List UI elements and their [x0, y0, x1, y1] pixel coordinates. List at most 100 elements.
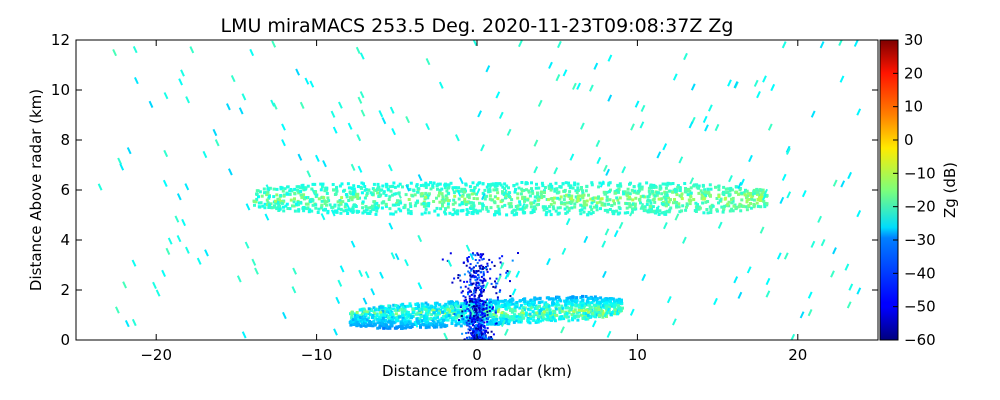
echo-pixel [838, 40, 843, 47]
echo-pixel [459, 308, 463, 312]
echo-pixel [465, 208, 469, 212]
echo-pixel [629, 308, 635, 316]
echo-pixel [674, 200, 677, 204]
echo-pixel [310, 209, 314, 213]
echo-pixel [605, 190, 609, 194]
echo-pixel [505, 271, 508, 274]
echo-pixel [202, 150, 208, 159]
echo-pixel [337, 279, 343, 287]
echo-pixel [499, 273, 502, 276]
echo-pixel [367, 312, 371, 316]
echo-pixel [487, 183, 490, 187]
echo-pixel [509, 201, 513, 205]
echo-pixel [332, 188, 336, 192]
echo-pixel [507, 202, 511, 206]
echo-pixel [432, 200, 436, 203]
echo-pixel [453, 277, 456, 280]
echo-pixel [460, 315, 463, 317]
echo-pixel [616, 183, 620, 187]
echo-pixel [549, 213, 553, 217]
echo-pixel [421, 322, 425, 326]
echo-pixel [457, 186, 461, 190]
echo-pixel [353, 322, 357, 326]
echo-pixel [339, 265, 345, 273]
echo-pixel [368, 321, 372, 325]
echo-pixel [400, 307, 404, 311]
echo-pixel [482, 302, 485, 305]
echo-pixel [185, 96, 190, 104]
echo-pixel [790, 333, 796, 340]
echo-pixel [469, 311, 472, 314]
echo-pixel [424, 183, 428, 187]
echo-pixel [479, 307, 481, 310]
echo-pixel [398, 182, 402, 186]
echo-pixel [557, 40, 562, 49]
echo-pixel [488, 306, 491, 309]
echo-pixel [767, 123, 773, 131]
echo-pixel [545, 313, 549, 317]
echo-pixel [486, 320, 489, 323]
echo-pixel [119, 163, 125, 171]
echo-pixel [631, 207, 634, 211]
echo-pixel [306, 206, 310, 210]
echo-pixel [397, 203, 400, 207]
echo-pixel [375, 317, 379, 321]
echo-pixel [472, 204, 476, 208]
echo-pixel [417, 282, 423, 290]
echo-pixel [535, 311, 539, 315]
echo-pixel [493, 201, 497, 205]
echo-pixel [538, 296, 542, 300]
echo-pixel [371, 316, 374, 319]
echo-pixel [473, 327, 476, 330]
echo-pixel [241, 93, 247, 101]
echo-pixel [584, 317, 588, 321]
echo-pixel [285, 202, 289, 206]
echo-pixel [603, 305, 607, 309]
echo-pixel [372, 306, 376, 310]
echo-pixel [480, 327, 482, 330]
colorbar [879, 39, 899, 341]
echo-pixel [552, 201, 556, 205]
echo-pixel [410, 316, 414, 320]
echo-pixel [647, 186, 651, 190]
echo-pixel [401, 314, 405, 317]
echo-pixel [478, 265, 481, 268]
echo-pixel [480, 338, 483, 340]
echo-pixel [460, 189, 464, 193]
echo-pixel [856, 108, 862, 116]
echo-pixel [702, 197, 706, 201]
echo-pixel [601, 315, 605, 319]
echo-pixel [533, 296, 537, 300]
echo-pixel [457, 197, 461, 201]
echo-pixel [367, 206, 371, 210]
echo-pixel [251, 258, 257, 266]
echo-pixel [472, 252, 474, 255]
echo-pixel [482, 284, 485, 287]
echo-pixel [288, 189, 292, 193]
echo-pixel [523, 302, 527, 306]
echo-pixel [770, 83, 776, 92]
echo-pixel [760, 188, 763, 192]
echo-pixel [443, 184, 447, 188]
echo-pixel [263, 191, 266, 195]
echo-pixel [507, 306, 511, 310]
echo-pixel [344, 193, 348, 196]
echo-pixel [394, 326, 398, 330]
echo-pixel [649, 210, 653, 214]
colorbar-tick-label: −20 [904, 198, 936, 216]
echo-pixel [483, 321, 486, 324]
echo-pixel [801, 190, 807, 198]
echo-pixel [483, 325, 485, 328]
echo-pixel [727, 79, 732, 87]
echo-pixel [469, 319, 472, 322]
echo-pixel [441, 310, 445, 314]
echo-pixel [549, 313, 553, 317]
echo-pixel [567, 300, 571, 304]
echo-pixel [325, 188, 329, 192]
echo-pixel [491, 307, 494, 310]
echo-pixel [299, 201, 303, 205]
echo-pixel [152, 281, 157, 289]
echo-pixel [301, 206, 305, 210]
echo-pixel [403, 317, 407, 321]
